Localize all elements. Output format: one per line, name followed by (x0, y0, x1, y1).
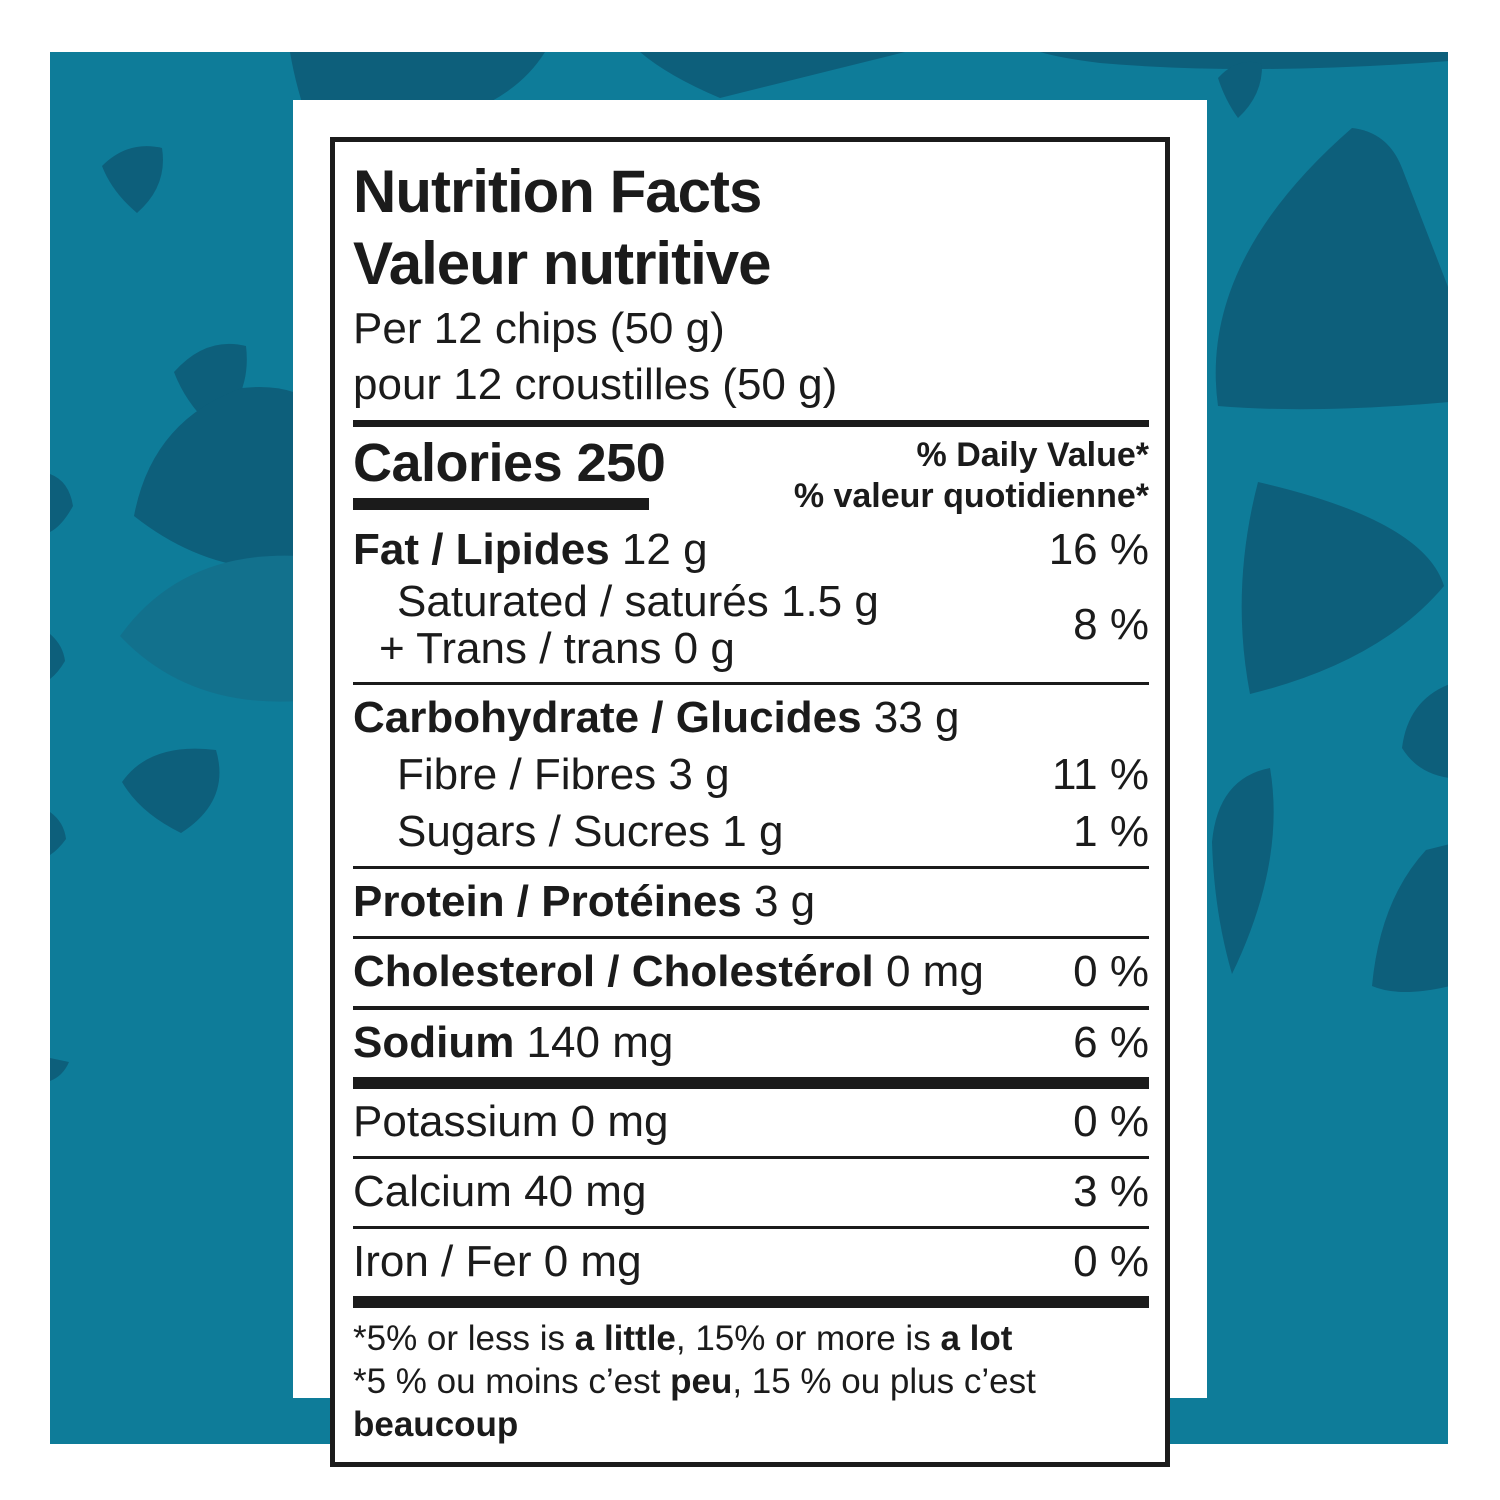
title-french: Valeur nutritive (353, 230, 771, 297)
nutrient-name-bold: Cholesterol / Cholestérol (353, 947, 874, 996)
serving-size-english: Per 12 chips (50 g) (353, 304, 725, 353)
divider-thin (353, 1226, 1149, 1229)
trans-line: + Trans / trans 0 g (379, 624, 735, 673)
footnote-text: *5 % ou moins c’est (353, 1362, 671, 1401)
nutrient-name-amount: Potassium 0 mg (353, 1097, 669, 1146)
footnote-english: *5% or less is a little, 15% or more is … (353, 1317, 1149, 1360)
nutrient-row-calcium: Calcium 40 mg 3 % (353, 1159, 1149, 1216)
divider-heavy-bar (353, 1077, 1149, 1089)
footnote-bold: a little (574, 1319, 676, 1358)
nutrient-name: Carbohydrate / Glucides 33 g (353, 694, 1149, 742)
nutrient-name-amount: 0 mg (873, 947, 984, 996)
nutrition-facts-table: Nutrition Facts Valeur nutritive Per 12 … (330, 137, 1170, 1467)
calories-label: Calories (353, 433, 563, 493)
nutrient-row-iron: Iron / Fer 0 mg 0 % (353, 1229, 1149, 1286)
nutrient-name-bold: Sodium (353, 1018, 515, 1067)
nutrient-percent: 0 % (1073, 1237, 1149, 1286)
nutrient-name-amount: 33 g (861, 693, 960, 742)
footnote-text: , 15 % ou plus c’est (732, 1362, 1036, 1401)
nutrient-name: Sodium 140 mg (353, 1019, 1073, 1067)
serving-size-french: pour 12 croustilles (50 g) (353, 360, 838, 409)
calories-block: Calories 250 (353, 433, 666, 510)
nutrient-name-amount: Iron / Fer 0 mg (353, 1237, 642, 1286)
daily-value-header: % Daily Value* % valeur quotidienne* (794, 435, 1149, 517)
nutrient-percent: 16 % (1048, 525, 1149, 574)
footnote-bold: peu (670, 1362, 733, 1401)
divider-thin (353, 866, 1149, 869)
footnote-bold: a lot (940, 1319, 1013, 1358)
divider-heavy-bar (353, 1296, 1149, 1308)
nutrient-row-cholesterol: Cholesterol / Cholestérol 0 mg 0 % (353, 939, 1149, 996)
calories-row: Calories 250 % Daily Value* % valeur quo… (353, 433, 1149, 517)
nutrient-name-amount: Fibre / Fibres 3 g (397, 750, 730, 799)
nutrient-name-bold: Fat / Lipides (353, 525, 610, 574)
nutrient-name: Iron / Fer 0 mg (353, 1238, 1073, 1286)
footnote-text: , 15% or more is (675, 1319, 941, 1358)
nutrient-subrow-saturated-trans: Saturated / saturés 1.5 g + Trans / tran… (353, 574, 1149, 672)
saturated-line: Saturated / saturés 1.5 g (397, 577, 879, 626)
calories-value: 250 (576, 433, 666, 493)
footnote-french: *5 % ou moins c’est peu, 15 % ou plus c’… (353, 1360, 1149, 1446)
nutrient-name-amount: 12 g (609, 525, 708, 574)
nutrient-row-carbohydrate: Carbohydrate / Glucides 33 g (353, 685, 1149, 742)
divider-medium (353, 1006, 1149, 1010)
nutrient-name: Fat / Lipides 12 g (353, 526, 1049, 574)
nutrient-percent: 11 % (1051, 750, 1149, 799)
nutrient-subrow-fibre: Fibre / Fibres 3 g 11 % (353, 742, 1149, 799)
nutrient-row-potassium: Potassium 0 mg 0 % (353, 1089, 1149, 1146)
nutrient-name-amount: Calcium 40 mg (353, 1167, 647, 1216)
nutrient-percent: 8 % (1073, 600, 1149, 649)
nutrient-row-fat: Fat / Lipides 12 g 16 % (353, 517, 1149, 574)
nutrient-subrow-sugars: Sugars / Sucres 1 g 1 % (353, 799, 1149, 856)
nutrient-name: Protein / Protéines 3 g (353, 878, 1149, 926)
divider-thin (353, 1156, 1149, 1159)
footnote-bold: beaucoup (353, 1405, 519, 1444)
nutrient-name: Cholesterol / Cholestérol 0 mg (353, 948, 1073, 996)
nutrient-percent: 3 % (1073, 1167, 1149, 1216)
nutrient-percent: 0 % (1073, 1097, 1149, 1146)
nutrient-name-amount: Sugars / Sucres 1 g (397, 807, 784, 856)
divider-thin (353, 682, 1149, 685)
divider-thick (353, 420, 1149, 427)
nutrient-percent: 6 % (1073, 1018, 1149, 1067)
nutrient-name-bold: Protein / Protéines (353, 877, 742, 926)
chip-shape-midtone (120, 555, 312, 702)
nutrient-percent: 0 % (1073, 947, 1149, 996)
nutrient-name: Sugars / Sucres 1 g (353, 808, 1073, 856)
title-english: Nutrition Facts (353, 158, 762, 225)
nutrient-row-sodium: Sodium 140 mg 6 % (353, 1010, 1149, 1067)
divider-thin (353, 936, 1149, 939)
nutrient-name-bold: Carbohydrate / Glucides (353, 693, 862, 742)
nutrient-percent: 1 % (1073, 807, 1149, 856)
nutrient-row-protein: Protein / Protéines 3 g (353, 869, 1149, 926)
nutrient-name: Fibre / Fibres 3 g (353, 751, 1052, 799)
nutrient-name-amount: 3 g (741, 877, 816, 926)
nutrient-name: Calcium 40 mg (353, 1168, 1073, 1216)
calories-text: Calories 250 (353, 433, 666, 493)
daily-value-header-english: % Daily Value* (916, 436, 1149, 474)
daily-value-header-french: % valeur quotidienne* (793, 477, 1149, 515)
calories-underline-bar (353, 498, 649, 510)
footnote-text: *5% or less is (353, 1319, 575, 1358)
saturated-trans-lines: Saturated / saturés 1.5 g + Trans / tran… (353, 578, 879, 672)
nutrient-name-amount: 140 mg (514, 1018, 674, 1067)
nutrient-name: Potassium 0 mg (353, 1098, 1073, 1146)
